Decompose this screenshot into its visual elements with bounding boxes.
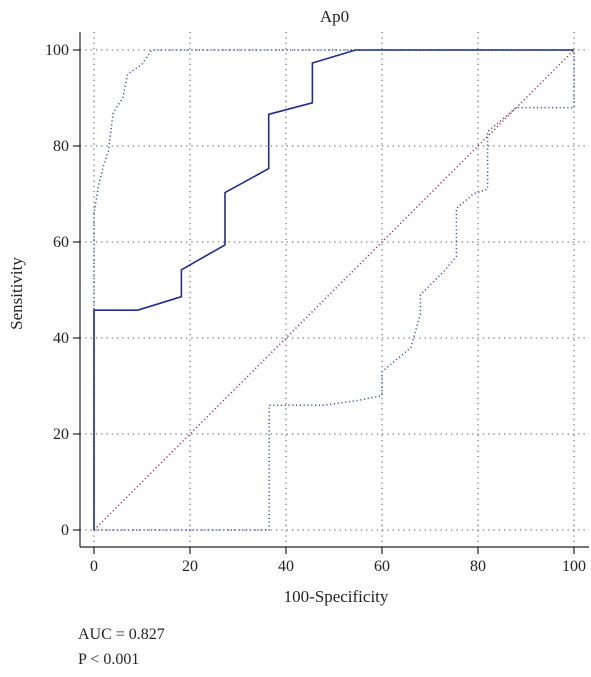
x-tick-label: 0 [90, 558, 98, 575]
y-tick-label: 0 [61, 522, 69, 539]
reference-diagonal [93, 49, 575, 531]
roc-curve [93, 49, 574, 530]
axis-ticks: 0 20 40 60 80 100 0 20 40 60 80 100 [45, 42, 586, 575]
ci-lower-curve [94, 50, 575, 531]
p-value-annotation: P < 0.001 [78, 651, 140, 668]
y-tick-label: 100 [45, 42, 69, 59]
chart-title: Ap0 [320, 7, 349, 26]
auc-annotation: AUC = 0.827 [78, 626, 165, 643]
y-tick-label: 80 [53, 138, 69, 155]
x-axis-label: 100-Specificity [284, 587, 389, 606]
x-tick-label: 20 [182, 558, 198, 575]
y-tick-label: 20 [53, 426, 69, 443]
grid-lines [80, 32, 589, 547]
x-tick-label: 60 [374, 558, 390, 575]
ci-upper-curve [93, 49, 574, 530]
x-tick-label: 100 [562, 558, 586, 575]
y-tick-label: 40 [53, 330, 69, 347]
y-tick-label: 60 [53, 234, 69, 251]
roc-series [93, 49, 575, 531]
x-tick-label: 80 [470, 558, 486, 575]
axes [79, 32, 589, 548]
y-axis-label: Sensitivity [7, 257, 26, 330]
x-tick-label: 40 [278, 558, 294, 575]
